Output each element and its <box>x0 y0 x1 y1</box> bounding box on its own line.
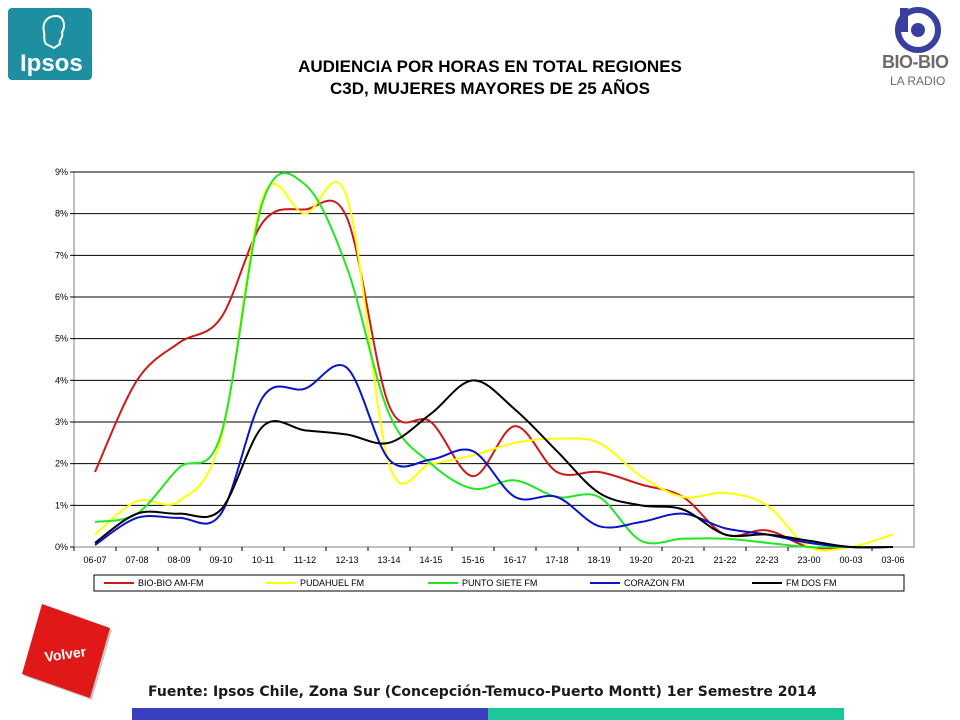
legend-label: PUNTO SIETE FM <box>462 578 537 588</box>
x-tick-label: 07-08 <box>125 555 148 565</box>
x-tick-label: 23-00 <box>797 555 820 565</box>
y-tick-label: 1% <box>55 500 68 510</box>
x-tick-label: 22-23 <box>755 555 778 565</box>
biobio-logo-subtext: LA RADIO <box>890 74 946 88</box>
y-tick-label: 2% <box>55 459 68 469</box>
x-tick-label: 10-11 <box>252 555 274 565</box>
biobio-emblem-icon <box>895 7 941 53</box>
x-tick-label: 11-12 <box>294 555 316 565</box>
title-line-2: C3D, MUJERES MAYORES DE 25 AÑOS <box>330 79 650 98</box>
biobio-logo-text: BIO-BIO <box>882 52 949 72</box>
y-tick-label: 7% <box>55 250 68 260</box>
volver-label: Volver <box>44 643 88 665</box>
y-tick-label: 4% <box>55 375 68 385</box>
ipsos-head-icon <box>42 14 65 50</box>
biobio-logo: BIO-BIO LA RADIO <box>880 6 954 98</box>
footer-bar-green <box>488 708 844 720</box>
x-tick-label: 21-22 <box>713 555 736 565</box>
series-line-3 <box>94 172 893 549</box>
x-tick-label: 08-09 <box>167 555 190 565</box>
volver-button-shape: Volver <box>22 604 112 700</box>
x-tick-label: 00-03 <box>839 555 862 565</box>
title-line-1: AUDIENCIA POR HORAS EN TOTAL REGIONES <box>298 57 682 76</box>
x-tick-label: 17-18 <box>545 555 568 565</box>
y-tick-label: 9% <box>55 167 68 177</box>
x-tick-label: 15-16 <box>461 555 484 565</box>
footer-bar-blue <box>132 708 488 720</box>
y-tick-label: 8% <box>55 209 68 219</box>
x-tick-label: 06-07 <box>83 555 106 565</box>
chart-svg: 0% 1% 2% 3% 4% 5% 6% 7% 8% 9% 06-07 07-08 08-09 09-10… <box>55 167 915 592</box>
page-title: AUDIENCIA POR HORAS EN TOTAL REGIONES C3… <box>180 56 800 100</box>
x-tick-label: 14-15 <box>419 555 442 565</box>
y-tick-label: 0% <box>55 542 68 552</box>
legend <box>93 574 905 592</box>
legend-label: PUDAHUEL FM <box>300 578 364 588</box>
y-tick-label: 6% <box>55 292 68 302</box>
plot-area <box>73 171 915 548</box>
audience-line-chart: 0% 1% 2% 3% 4% 5% 6% 7% 8% 9% 06-07 07-08 08-09 09-10… <box>30 155 930 610</box>
x-tick-label: 09-10 <box>209 555 232 565</box>
x-tick-label: 19-20 <box>629 555 652 565</box>
x-tick-label: 03-06 <box>881 555 904 565</box>
source-note: Fuente: Ipsos Chile, Zona Sur (Concepció… <box>148 684 817 700</box>
volver-button[interactable]: Volver <box>22 604 114 702</box>
series-line-5 <box>94 379 894 549</box>
x-tick-label: 12-13 <box>335 555 358 565</box>
legend-label: BIO-BIO AM-FM <box>138 578 204 588</box>
x-tick-label: 18-19 <box>587 555 610 565</box>
x-tick-label: 20-21 <box>671 555 694 565</box>
x-tick-label: 13-14 <box>377 555 400 565</box>
legend-label: CORAZON FM <box>624 578 685 588</box>
ipsos-logo: Ipsos <box>8 8 92 80</box>
y-tick-label: 3% <box>55 417 68 427</box>
x-tick-label: 16-17 <box>503 555 526 565</box>
legend-label: FM DOS FM <box>786 578 837 588</box>
y-tick-label: 5% <box>55 334 68 344</box>
ipsos-logo-text: Ipsos <box>20 50 83 77</box>
series-line-1 <box>94 199 893 550</box>
